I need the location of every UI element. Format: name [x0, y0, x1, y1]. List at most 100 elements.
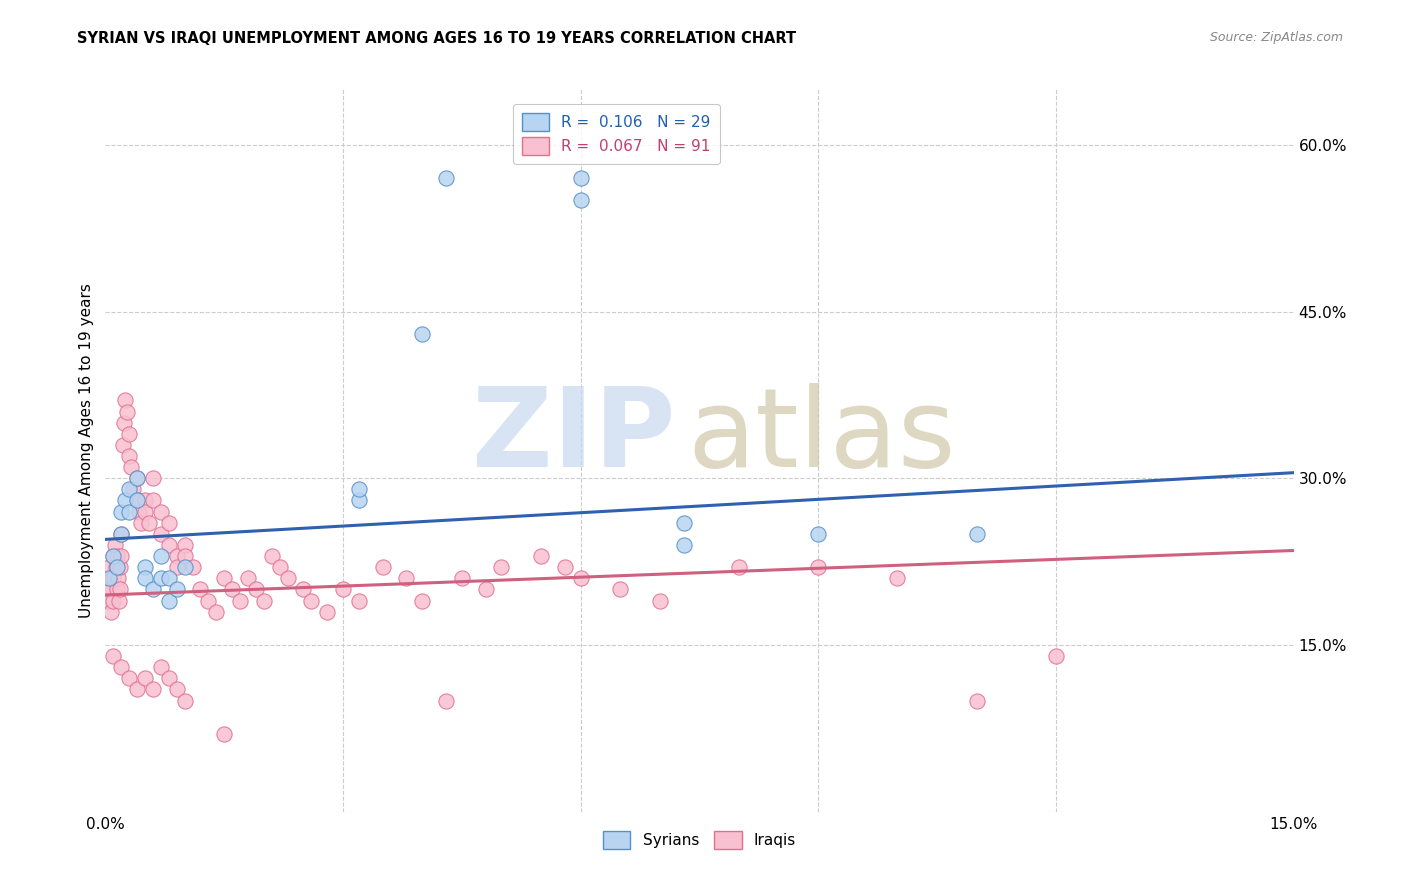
- Point: [110, 549, 132, 563]
- Point: [205, 605, 228, 619]
- Point: [292, 582, 315, 597]
- Point: [173, 560, 195, 574]
- Point: [128, 505, 150, 519]
- Point: [110, 526, 132, 541]
- Point: [98, 582, 121, 597]
- Point: [214, 571, 236, 585]
- Text: ZIP: ZIP: [472, 383, 676, 490]
- Point: [101, 593, 124, 607]
- Point: [100, 605, 122, 619]
- Point: [105, 549, 128, 563]
- Point: [104, 560, 127, 574]
- Point: [157, 671, 180, 685]
- Point: [127, 493, 149, 508]
- Point: [966, 526, 988, 541]
- Point: [411, 593, 433, 607]
- Point: [118, 449, 141, 463]
- Point: [134, 493, 156, 508]
- Point: [166, 549, 188, 563]
- Point: [108, 593, 131, 607]
- Point: [134, 671, 156, 685]
- Point: [142, 493, 165, 508]
- Point: [245, 582, 267, 597]
- Point: [149, 571, 172, 585]
- Point: [530, 549, 553, 563]
- Point: [197, 593, 219, 607]
- Point: [98, 560, 121, 574]
- Point: [127, 471, 149, 485]
- Point: [173, 549, 195, 563]
- Point: [260, 549, 283, 563]
- Point: [114, 393, 136, 408]
- Point: [149, 660, 172, 674]
- Point: [142, 682, 165, 697]
- Point: [807, 560, 830, 574]
- Point: [173, 693, 195, 707]
- Point: [166, 682, 188, 697]
- Point: [127, 682, 149, 697]
- Point: [97, 593, 120, 607]
- Point: [569, 171, 592, 186]
- Point: [450, 571, 472, 585]
- Text: atlas: atlas: [688, 383, 956, 490]
- Point: [236, 571, 259, 585]
- Point: [347, 493, 370, 508]
- Point: [1045, 649, 1067, 664]
- Point: [118, 483, 141, 497]
- Point: [277, 571, 299, 585]
- Point: [347, 593, 370, 607]
- Point: [105, 560, 128, 574]
- Y-axis label: Unemployment Among Ages 16 to 19 years: Unemployment Among Ages 16 to 19 years: [79, 283, 94, 618]
- Point: [554, 560, 576, 574]
- Point: [142, 582, 165, 597]
- Point: [166, 582, 188, 597]
- Point: [105, 582, 128, 597]
- Point: [966, 693, 988, 707]
- Point: [110, 582, 132, 597]
- Point: [110, 505, 132, 519]
- Text: Source: ZipAtlas.com: Source: ZipAtlas.com: [1209, 31, 1343, 45]
- Point: [371, 560, 394, 574]
- Point: [118, 671, 141, 685]
- Point: [648, 593, 671, 607]
- Point: [115, 404, 138, 418]
- Point: [98, 571, 121, 585]
- Point: [166, 560, 188, 574]
- Point: [110, 526, 132, 541]
- Point: [129, 516, 152, 530]
- Point: [157, 571, 180, 585]
- Legend: Syrians, Iraqis: Syrians, Iraqis: [593, 822, 806, 858]
- Point: [728, 560, 751, 574]
- Point: [149, 526, 172, 541]
- Point: [134, 560, 156, 574]
- Point: [214, 727, 236, 741]
- Point: [173, 538, 195, 552]
- Point: [672, 538, 695, 552]
- Point: [103, 571, 125, 585]
- Point: [101, 571, 124, 585]
- Point: [395, 571, 418, 585]
- Point: [107, 571, 129, 585]
- Point: [411, 326, 433, 341]
- Point: [886, 571, 908, 585]
- Point: [134, 571, 156, 585]
- Point: [114, 493, 136, 508]
- Point: [108, 560, 131, 574]
- Point: [142, 471, 165, 485]
- Point: [103, 549, 125, 563]
- Point: [221, 582, 243, 597]
- Point: [110, 660, 132, 674]
- Point: [149, 505, 172, 519]
- Point: [118, 426, 141, 441]
- Point: [120, 460, 142, 475]
- Point: [138, 516, 160, 530]
- Point: [332, 582, 354, 597]
- Point: [569, 571, 592, 585]
- Point: [149, 549, 172, 563]
- Point: [672, 516, 695, 530]
- Point: [104, 538, 127, 552]
- Point: [127, 471, 149, 485]
- Point: [190, 582, 212, 597]
- Point: [434, 171, 457, 186]
- Point: [269, 560, 291, 574]
